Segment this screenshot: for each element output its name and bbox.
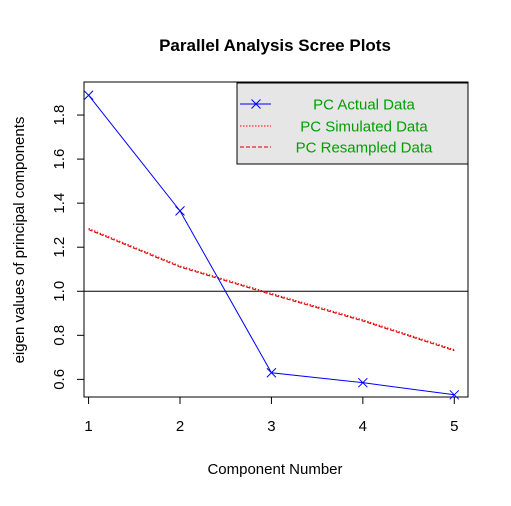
legend-label-3: PC Resampled Data: [296, 140, 433, 157]
y-tick-label: 1.8: [51, 105, 68, 126]
data-point-marker: [358, 377, 368, 388]
x-tick-label: 5: [450, 418, 458, 435]
series-line-2: [88, 228, 455, 351]
y-axis-label: eigen values of principal components: [11, 117, 28, 364]
data-point-marker: [449, 389, 460, 400]
x-tick-label: 3: [267, 418, 275, 435]
legend-label-2: PC Simulated Data: [300, 119, 428, 136]
y-tick-label: 1.0: [51, 281, 68, 302]
y-tick-label: 1.2: [51, 237, 68, 258]
series-line-3: [88, 229, 455, 352]
marker-stroke: [175, 206, 185, 216]
marker-stroke: [83, 90, 94, 101]
legend-box: [236, 82, 469, 165]
chart-title: Parallel Analysis Scree Plots: [159, 36, 391, 55]
marker-stroke: [266, 367, 277, 378]
y-tick-label: 0.8: [51, 325, 68, 346]
y-tick-label: 1.4: [51, 193, 68, 214]
plot-layer: 1 2 3 4 5 0.6 0.8 1.0 1.2 1.4 1.6 1.8 PC Actual Data…: [51, 81, 469, 435]
legend-marker: [251, 99, 261, 109]
x-axis-label: Component Number: [207, 461, 342, 478]
y-tick-label: 0.6: [51, 369, 68, 390]
marker-stroke: [449, 389, 460, 400]
x-tick-label: 4: [359, 418, 367, 435]
data-point-marker: [266, 367, 277, 378]
plot-frame: [83, 81, 469, 398]
x-tick-label: 2: [176, 418, 184, 435]
legend: PC Actual Data PC Simulated Data PC Resamp…: [236, 82, 469, 165]
marker-stroke: [358, 377, 368, 388]
y-tick-label: 1.6: [51, 149, 68, 170]
data-point-marker: [83, 90, 94, 101]
data-point-marker: [175, 206, 185, 216]
x-tick-label: 1: [84, 418, 92, 435]
legend-label-1: PC Actual Data: [313, 97, 415, 114]
